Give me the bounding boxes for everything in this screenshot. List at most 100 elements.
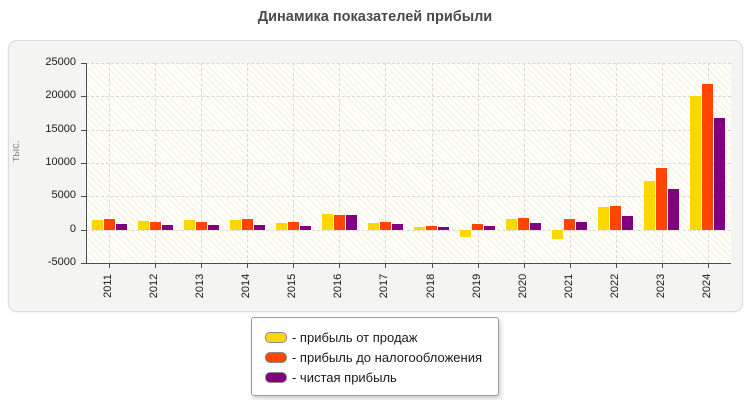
x-tick xyxy=(155,263,157,268)
bar-2013-series2 xyxy=(195,221,207,230)
legend-item-sales-profit: - прибыль от продаж xyxy=(264,327,482,347)
v-gridline xyxy=(523,63,525,263)
bar-2013-series3 xyxy=(207,224,219,230)
v-gridline xyxy=(477,63,479,263)
x-tick xyxy=(523,263,525,268)
bar-2015-series3 xyxy=(299,226,311,230)
bar-2023-series2 xyxy=(656,167,668,230)
v-gridline xyxy=(615,63,617,263)
bar-2020-series2 xyxy=(518,218,530,230)
bar-2014-series1 xyxy=(229,220,241,230)
bar-2021-series2 xyxy=(564,219,576,230)
bar-2024-series1 xyxy=(690,96,702,230)
legend-swatch-sales-profit xyxy=(264,331,287,343)
bar-2021-series1 xyxy=(552,229,564,239)
x-tick xyxy=(477,263,479,268)
v-gridline xyxy=(155,63,157,263)
x-tick xyxy=(293,263,295,268)
h-gridline xyxy=(86,63,731,64)
x-tick-label-2024: 2024 xyxy=(700,273,713,299)
x-tick-label-2014: 2014 xyxy=(240,273,253,299)
x-tick xyxy=(247,263,249,268)
y-tick-label-5000: 5000 xyxy=(51,189,76,202)
legend-label: - чистая прибыль xyxy=(291,369,397,385)
x-tick-label-2023: 2023 xyxy=(654,273,667,299)
y-tick xyxy=(81,63,86,64)
v-gridline xyxy=(247,63,249,263)
h-gridline xyxy=(86,196,731,198)
legend-swatch-net-profit xyxy=(264,371,287,383)
legend-item-pretax-profit: - прибыль до налогообложения xyxy=(264,347,483,367)
y-axis-line xyxy=(86,63,87,264)
x-tick xyxy=(661,263,663,268)
y-tick-label--5000: -5000 xyxy=(47,256,76,268)
bar-2011-series2 xyxy=(103,219,115,230)
bar-2019-series2 xyxy=(472,224,484,230)
bar-2014-series2 xyxy=(241,219,253,230)
h-gridline xyxy=(86,129,731,131)
x-tick-label-2011: 2011 xyxy=(102,274,115,298)
bar-2016-series1 xyxy=(321,214,333,230)
bar-2018-series2 xyxy=(426,226,438,230)
x-tick-label-2013: 2013 xyxy=(194,273,207,299)
bar-2014-series3 xyxy=(253,225,265,230)
v-gridline xyxy=(293,63,295,263)
x-tick-label-2012: 2012 xyxy=(148,273,161,299)
y-tick xyxy=(81,196,86,198)
plot-area: 2011 2012 2013 2014 2015 2016 2017 2018 2019 2020… xyxy=(9,41,742,311)
x-tick xyxy=(339,263,341,268)
h-gridline xyxy=(86,229,731,231)
y-tick-label-0: 0 xyxy=(69,222,76,235)
chart-title: Динамика показателей прибыли xyxy=(257,9,493,25)
bar-2023-series1 xyxy=(644,181,656,230)
chart-panel: тыс. 2011 2012 2013 2014 2015 2016 2017 2018 201… xyxy=(8,40,743,312)
legend-label: - прибыль до налогообложения xyxy=(291,349,483,365)
bar-2019-series1 xyxy=(460,229,472,238)
legend-item-net-profit: - чистая прибыль xyxy=(264,367,482,387)
v-gridline xyxy=(109,63,111,263)
x-tick xyxy=(201,263,203,268)
y-tick xyxy=(81,129,86,131)
bar-2020-series1 xyxy=(506,219,518,230)
bar-2013-series1 xyxy=(183,219,195,230)
bar-2016-series2 xyxy=(333,215,345,230)
y-tick-label-15000: 15000 xyxy=(45,122,76,135)
legend: - прибыль от продаж - прибыль до налогоо… xyxy=(250,317,500,396)
bar-2012-series3 xyxy=(161,225,173,230)
bar-2017-series2 xyxy=(379,222,391,230)
v-gridline xyxy=(385,63,387,263)
x-tick-label-2015: 2015 xyxy=(286,273,299,299)
bar-2022-series2 xyxy=(610,205,622,230)
v-gridline xyxy=(339,63,341,263)
bar-2011-series3 xyxy=(115,223,127,230)
bar-2016-series3 xyxy=(345,215,357,230)
x-tick-label-2022: 2022 xyxy=(608,273,621,299)
x-tick-label-2020: 2020 xyxy=(516,273,529,299)
x-tick-label-2019: 2019 xyxy=(470,273,483,299)
h-gridline xyxy=(86,163,731,164)
x-tick-label-2018: 2018 xyxy=(424,273,437,299)
x-tick-label-2016: 2016 xyxy=(332,273,345,299)
y-tick-label-20000: 20000 xyxy=(45,89,76,102)
bar-2024-series2 xyxy=(702,84,714,230)
bar-2023-series3 xyxy=(668,189,680,230)
x-tick xyxy=(431,263,433,268)
bar-2017-series1 xyxy=(367,223,379,230)
x-tick xyxy=(569,263,571,268)
y-tick-label-25000: 25000 xyxy=(45,56,76,68)
bar-2022-series3 xyxy=(622,215,634,230)
bar-2011-series1 xyxy=(91,220,103,230)
bar-2017-series3 xyxy=(391,223,403,230)
y-tick xyxy=(81,163,86,164)
y-tick xyxy=(81,96,86,98)
x-tick xyxy=(615,263,617,268)
legend-swatch-pretax-profit xyxy=(264,351,287,363)
bar-2015-series2 xyxy=(287,222,299,230)
x-tick xyxy=(385,263,387,268)
v-gridline xyxy=(569,63,571,263)
bar-2018-series1 xyxy=(414,227,426,230)
bar-2015-series1 xyxy=(275,223,287,230)
bar-2019-series3 xyxy=(484,226,496,230)
x-tick xyxy=(109,263,111,268)
